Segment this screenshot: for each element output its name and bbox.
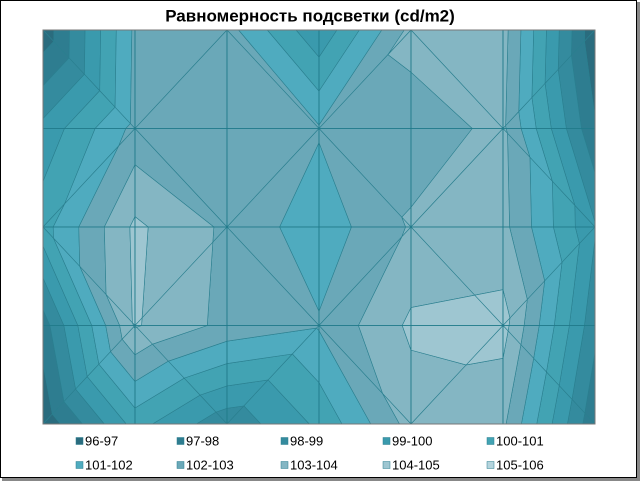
legend-swatch bbox=[486, 437, 495, 445]
legend-swatch bbox=[176, 437, 185, 445]
legend-swatch bbox=[75, 437, 84, 445]
legend-label: 96-97 bbox=[85, 433, 118, 448]
legend-swatch bbox=[382, 461, 391, 469]
shadow bbox=[2, 478, 639, 481]
chart-title: Равномерность подсветки (cd/m2) bbox=[165, 6, 455, 25]
legend-swatch bbox=[486, 461, 495, 469]
legend-swatch bbox=[280, 437, 289, 445]
shadow bbox=[637, 2, 640, 481]
legend-label: 105-106 bbox=[496, 457, 544, 472]
legend-label: 98-99 bbox=[290, 433, 323, 448]
grid bbox=[42, 29, 596, 425]
legend: 96-97 97-98 98-99 99-100 100-101 101-102 102-1… bbox=[75, 433, 544, 472]
legend-label: 100-101 bbox=[496, 433, 544, 448]
legend-swatch bbox=[382, 437, 391, 445]
legend-label: 101-102 bbox=[85, 457, 133, 472]
legend-label: 104-105 bbox=[392, 457, 440, 472]
legend-label: 102-103 bbox=[186, 457, 234, 472]
plot-border bbox=[42, 29, 596, 425]
legend-swatch bbox=[280, 461, 289, 469]
legend-label: 97-98 bbox=[186, 433, 219, 448]
legend-label: 103-104 bbox=[290, 457, 338, 472]
legend-swatch bbox=[75, 461, 84, 469]
legend-label: 99-100 bbox=[392, 433, 432, 448]
legend-swatch bbox=[176, 461, 185, 469]
